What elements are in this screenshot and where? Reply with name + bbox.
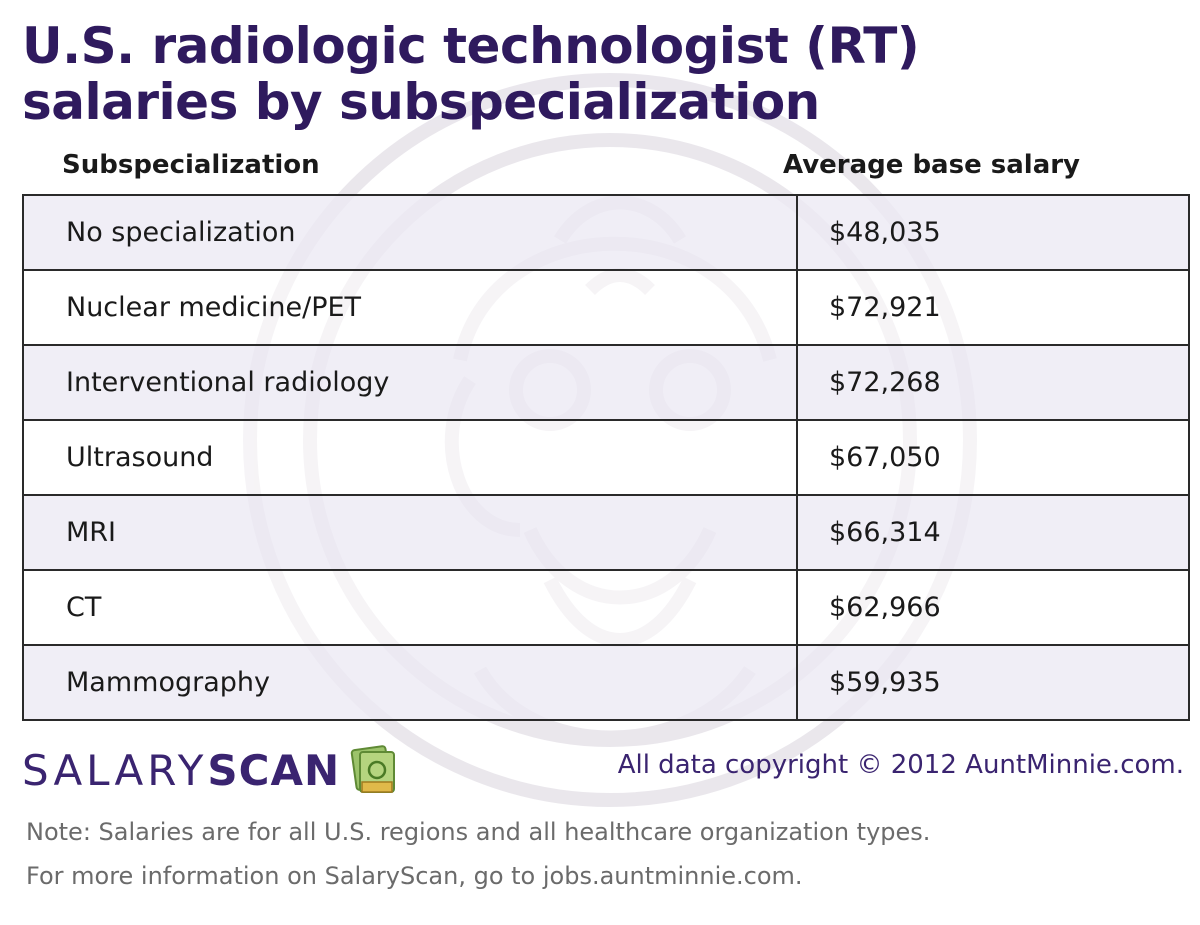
brand-salary-text: SALARY: [22, 745, 208, 795]
subspecialization-cell: MRI: [22, 494, 798, 571]
chart-title-line-1: U.S. radiologic technologist (RT): [22, 17, 920, 75]
salary-cell: $66,314: [796, 494, 1190, 571]
note-line-2: For more information on SalaryScan, go t…: [26, 862, 803, 890]
subspecialization-cell: Mammography: [22, 644, 798, 721]
chart-title: U.S. radiologic technologist (RT) salari…: [22, 17, 920, 131]
salary-cell: $67,050: [796, 419, 1190, 496]
column-header-salary: Average base salary: [783, 150, 1081, 180]
salary-cell: $62,966: [796, 569, 1190, 646]
subspecialization-cell: Interventional radiology: [22, 344, 798, 421]
copyright-text: All data copyright © 2012 AuntMinnie.com…: [617, 750, 1184, 780]
salary-cell: $72,921: [796, 269, 1190, 346]
salary-cell: $72,268: [796, 344, 1190, 421]
table-row: No specialization $48,035: [22, 194, 1190, 271]
table-row: MRI $66,314: [22, 494, 1190, 571]
salaryscan-logo: SALARY SCAN: [22, 744, 400, 796]
table-row: Nuclear medicine/PET $72,921: [22, 269, 1190, 346]
table-row: Ultrasound $67,050: [22, 419, 1190, 496]
table-row: CT $62,966: [22, 569, 1190, 646]
subspecialization-cell: CT: [22, 569, 798, 646]
subspecialization-cell: Ultrasound: [22, 419, 798, 496]
subspecialization-cell: Nuclear medicine/PET: [22, 269, 798, 346]
table-row: Interventional radiology $72,268: [22, 344, 1190, 421]
money-stack-icon: [350, 745, 396, 793]
salary-cell: $48,035: [796, 194, 1190, 271]
chart-title-line-2: salaries by subspecialization: [22, 73, 820, 131]
salary-cell: $59,935: [796, 644, 1190, 721]
brand-scan-text: SCAN: [207, 745, 341, 795]
note-line-1: Note: Salaries are for all U.S. regions …: [26, 818, 931, 846]
subspecialization-cell: No specialization: [22, 194, 798, 271]
column-header-subspecialization: Subspecialization: [62, 150, 320, 180]
table-row: Mammography $59,935: [22, 644, 1190, 721]
salary-table: No specialization $48,035 Nuclear medici…: [22, 194, 1190, 721]
